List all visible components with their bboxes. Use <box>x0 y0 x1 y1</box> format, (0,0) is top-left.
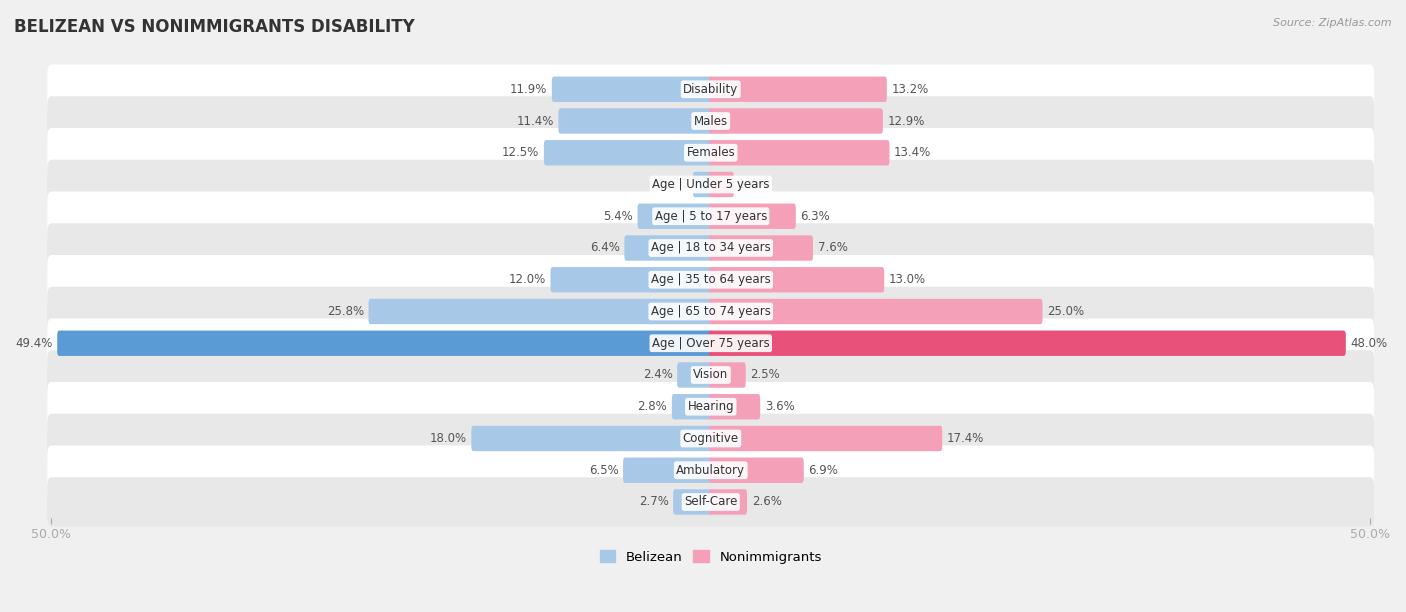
FancyBboxPatch shape <box>471 426 713 451</box>
Text: Age | 18 to 34 years: Age | 18 to 34 years <box>651 242 770 255</box>
Text: Age | Under 5 years: Age | Under 5 years <box>652 178 769 191</box>
Text: 12.9%: 12.9% <box>887 114 925 127</box>
FancyBboxPatch shape <box>672 394 713 419</box>
Text: 13.4%: 13.4% <box>894 146 931 159</box>
FancyBboxPatch shape <box>637 204 713 229</box>
Legend: Belizean, Nonimmigrants: Belizean, Nonimmigrants <box>595 545 827 569</box>
FancyBboxPatch shape <box>709 140 890 165</box>
Text: 6.3%: 6.3% <box>800 210 830 223</box>
FancyBboxPatch shape <box>709 267 884 293</box>
Text: 12.0%: 12.0% <box>509 273 546 286</box>
FancyBboxPatch shape <box>678 362 713 387</box>
FancyBboxPatch shape <box>48 318 1374 368</box>
FancyBboxPatch shape <box>709 362 745 387</box>
FancyBboxPatch shape <box>368 299 713 324</box>
Text: 7.6%: 7.6% <box>817 242 848 255</box>
FancyBboxPatch shape <box>709 489 747 515</box>
Text: 25.0%: 25.0% <box>1047 305 1084 318</box>
Text: Males: Males <box>693 114 728 127</box>
Text: 13.2%: 13.2% <box>891 83 929 95</box>
Text: 5.4%: 5.4% <box>603 210 633 223</box>
Text: 2.8%: 2.8% <box>637 400 668 413</box>
Text: 17.4%: 17.4% <box>946 432 984 445</box>
Text: Age | 65 to 74 years: Age | 65 to 74 years <box>651 305 770 318</box>
FancyBboxPatch shape <box>48 350 1374 400</box>
FancyBboxPatch shape <box>709 204 796 229</box>
FancyBboxPatch shape <box>48 446 1374 495</box>
FancyBboxPatch shape <box>48 382 1374 431</box>
Text: Age | 35 to 64 years: Age | 35 to 64 years <box>651 273 770 286</box>
Text: 1.2%: 1.2% <box>658 178 689 191</box>
Text: 2.4%: 2.4% <box>643 368 672 381</box>
FancyBboxPatch shape <box>709 76 887 102</box>
Text: 11.4%: 11.4% <box>516 114 554 127</box>
FancyBboxPatch shape <box>709 394 761 419</box>
FancyBboxPatch shape <box>48 223 1374 273</box>
Text: Cognitive: Cognitive <box>683 432 738 445</box>
Text: 25.8%: 25.8% <box>326 305 364 318</box>
Text: Females: Females <box>686 146 735 159</box>
FancyBboxPatch shape <box>48 255 1374 305</box>
Text: 13.0%: 13.0% <box>889 273 927 286</box>
Text: 2.7%: 2.7% <box>638 496 668 509</box>
FancyBboxPatch shape <box>709 426 942 451</box>
FancyBboxPatch shape <box>624 235 713 261</box>
Text: 1.6%: 1.6% <box>738 178 768 191</box>
FancyBboxPatch shape <box>48 64 1374 114</box>
FancyBboxPatch shape <box>693 172 713 197</box>
Text: 6.4%: 6.4% <box>591 242 620 255</box>
Text: Age | 5 to 17 years: Age | 5 to 17 years <box>655 210 766 223</box>
FancyBboxPatch shape <box>48 160 1374 209</box>
FancyBboxPatch shape <box>709 172 734 197</box>
FancyBboxPatch shape <box>48 477 1374 527</box>
Text: 48.0%: 48.0% <box>1350 337 1388 349</box>
FancyBboxPatch shape <box>558 108 713 133</box>
Text: Source: ZipAtlas.com: Source: ZipAtlas.com <box>1274 18 1392 28</box>
FancyBboxPatch shape <box>48 96 1374 146</box>
FancyBboxPatch shape <box>48 128 1374 177</box>
FancyBboxPatch shape <box>48 414 1374 463</box>
FancyBboxPatch shape <box>551 267 713 293</box>
Text: 2.5%: 2.5% <box>751 368 780 381</box>
FancyBboxPatch shape <box>551 76 713 102</box>
Text: Ambulatory: Ambulatory <box>676 464 745 477</box>
FancyBboxPatch shape <box>709 235 813 261</box>
FancyBboxPatch shape <box>623 458 713 483</box>
Text: 2.6%: 2.6% <box>752 496 782 509</box>
Text: 49.4%: 49.4% <box>15 337 52 349</box>
FancyBboxPatch shape <box>709 108 883 133</box>
FancyBboxPatch shape <box>544 140 713 165</box>
Text: 18.0%: 18.0% <box>430 432 467 445</box>
FancyBboxPatch shape <box>709 299 1042 324</box>
Text: Vision: Vision <box>693 368 728 381</box>
Text: BELIZEAN VS NONIMMIGRANTS DISABILITY: BELIZEAN VS NONIMMIGRANTS DISABILITY <box>14 18 415 36</box>
FancyBboxPatch shape <box>673 489 713 515</box>
Text: 6.9%: 6.9% <box>808 464 838 477</box>
FancyBboxPatch shape <box>709 330 1346 356</box>
Text: 12.5%: 12.5% <box>502 146 540 159</box>
Text: Age | Over 75 years: Age | Over 75 years <box>652 337 769 349</box>
FancyBboxPatch shape <box>709 458 804 483</box>
FancyBboxPatch shape <box>58 330 713 356</box>
Text: 11.9%: 11.9% <box>510 83 547 95</box>
Text: Disability: Disability <box>683 83 738 95</box>
FancyBboxPatch shape <box>48 192 1374 241</box>
Text: 6.5%: 6.5% <box>589 464 619 477</box>
Text: Hearing: Hearing <box>688 400 734 413</box>
Text: 3.6%: 3.6% <box>765 400 794 413</box>
FancyBboxPatch shape <box>48 287 1374 336</box>
Text: Self-Care: Self-Care <box>685 496 737 509</box>
